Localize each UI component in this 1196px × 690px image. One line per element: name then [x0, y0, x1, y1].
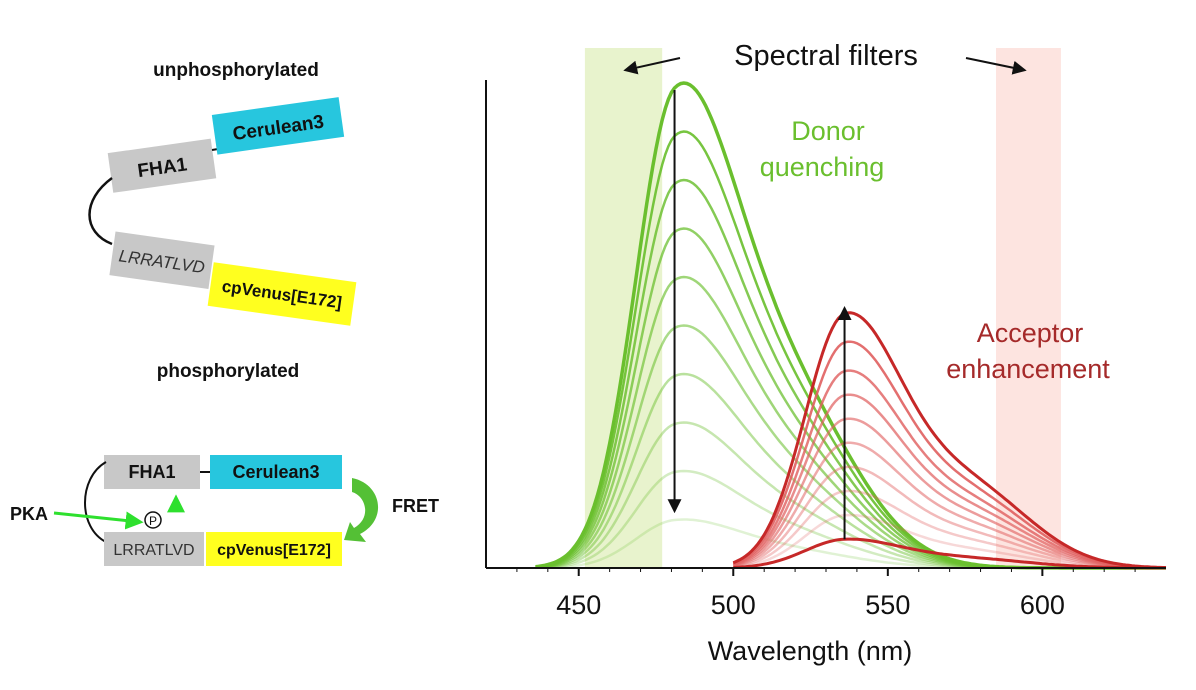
left-filter-pointer-arrow: [623, 57, 681, 75]
fha1-label: FHA1: [128, 462, 175, 482]
curved-fret-arrow-icon: [344, 478, 379, 542]
cerulean3-box: [210, 455, 342, 489]
fha1-domain-box: [104, 455, 200, 489]
unphosphorylated-panel: unphosphorylated FHA1 Cerulean3 LRRATLVD…: [88, 60, 357, 326]
phosphorylated-panel: phosphorylated FHA1 Cerulean3 LRRATLVD c…: [10, 361, 439, 566]
donor-quenching-label: Donor: [791, 116, 865, 146]
acceptor-enhancement-label: enhancement: [946, 354, 1110, 384]
fha1-domain-box: [107, 138, 217, 193]
flexible-linker-curve: [88, 176, 113, 246]
cpvenus-label: cpVenus[E172]: [217, 542, 331, 559]
linker-peptide-label: LRRATLVD: [113, 542, 194, 559]
x-tick-label: 500: [711, 590, 756, 620]
linker-peptide-box: [109, 231, 215, 290]
x-tick-label: 550: [865, 590, 910, 620]
phosphate-label: P: [149, 514, 157, 528]
donor-quenching-label: quenching: [760, 152, 885, 182]
flexible-linker-curve: [84, 461, 107, 543]
cerulean3-box: [211, 97, 345, 155]
green-arrow-icon: [53, 511, 144, 530]
acceptor-spectrum-line: [733, 489, 1167, 570]
acceptor-enhancement-label: Acceptor: [977, 318, 1084, 348]
right-filter-pointer-arrow: [965, 57, 1027, 75]
spectral-filters-annotation: Spectral filters: [734, 40, 918, 72]
phosphorylated-title: phosphorylated: [157, 361, 300, 382]
cerulean3-label: Cerulean3: [232, 462, 319, 482]
acceptor-spectrum-line: [732, 311, 1166, 569]
cpvenus-box: [206, 532, 342, 566]
emission-spectra-chart: 450 500 550 600 Spectral filters Donor quen…: [485, 40, 1167, 666]
donor-spectral-filter: [584, 48, 663, 568]
acceptor-spectrum-line: [733, 537, 1166, 570]
fret-label: FRET: [392, 496, 439, 516]
cpvenus-box: [207, 262, 357, 326]
unphosphorylated-title: unphosphorylated: [153, 60, 319, 81]
pka-label: PKA: [10, 504, 48, 524]
x-tick-label: 450: [556, 590, 601, 620]
acceptor-spectral-filter: [996, 48, 1061, 568]
linker-peptide-box: [104, 532, 204, 566]
phosphate-circle-icon: [144, 511, 162, 529]
x-axis-ticks: 450 500 550 600: [516, 568, 1136, 620]
sensor-diagram: unphosphorylated FHA1 Cerulean3 LRRATLVD…: [10, 60, 439, 566]
acceptor-series-group: [732, 311, 1167, 570]
x-axis-label: Wavelength (nm): [708, 636, 913, 666]
x-tick-label: 600: [1020, 590, 1065, 620]
